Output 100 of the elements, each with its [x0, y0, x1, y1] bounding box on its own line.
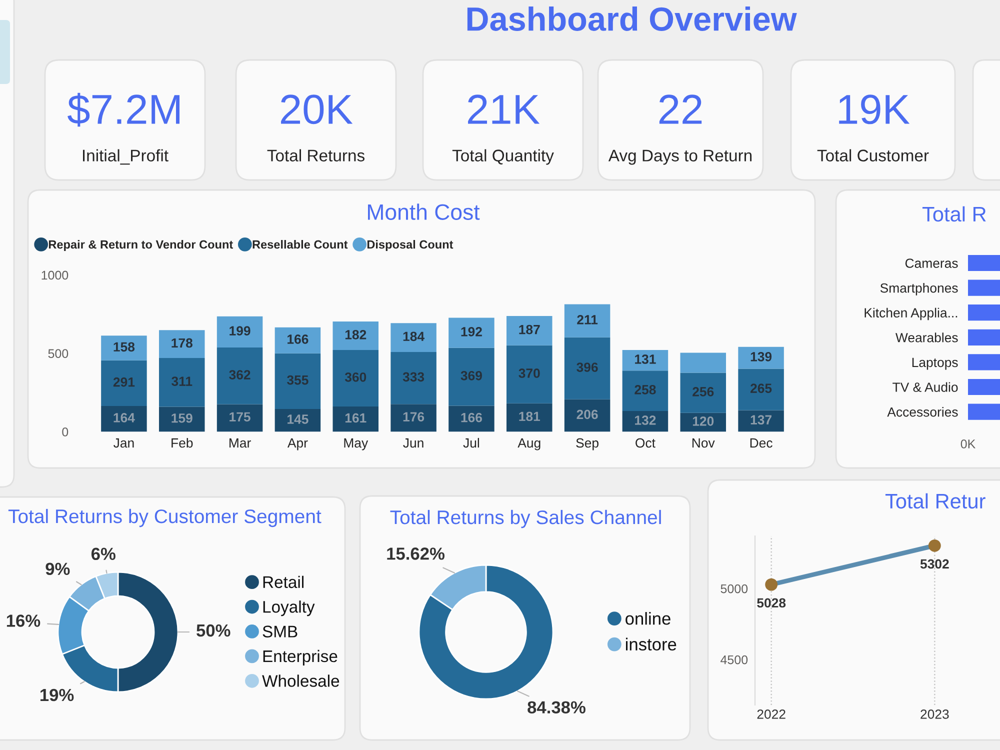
data-label: 178: [172, 338, 192, 348]
chart-title: Total Retur: [885, 493, 986, 509]
data-label: 139: [750, 352, 772, 362]
bar: [274, 327, 321, 354]
x-tick-label: Nov: [692, 438, 715, 448]
data-label: 360: [344, 372, 366, 382]
bar: [448, 318, 494, 348]
bar: [216, 316, 263, 348]
legend-label: SMB: [262, 626, 298, 638]
data-label: 175: [230, 412, 250, 422]
data-label: 258: [634, 385, 656, 394]
data-label: 6%: [91, 548, 116, 560]
data-label: 159: [172, 413, 192, 423]
data-label: 256: [692, 387, 714, 396]
x-tick-label: Jul: [463, 438, 480, 448]
bar: [738, 368, 784, 410]
x-tick-label: 2022: [757, 710, 786, 719]
bar: [564, 337, 610, 400]
bar: [274, 353, 321, 409]
data-label: 187: [519, 324, 540, 334]
category-label: Total Quantity: [452, 149, 554, 165]
category-label: Avg Days to Return: [608, 150, 752, 165]
x-tick-label: Oct: [636, 438, 656, 448]
legend-label: Loyalty: [263, 600, 315, 616]
data-label: 158: [114, 342, 135, 352]
data-label: 176: [403, 412, 424, 422]
bar: [506, 403, 552, 432]
data-label: 211: [577, 315, 598, 324]
legend-label: online: [626, 612, 670, 625]
bar: [680, 372, 726, 413]
y-tick-label: 1000: [42, 270, 68, 280]
data-label: 362: [229, 370, 250, 380]
bar: [680, 352, 726, 373]
data-label: 182: [345, 330, 366, 340]
category-label: Total Customer: [817, 149, 929, 162]
data-label: 192: [461, 327, 482, 336]
x-tick-label: Mar: [230, 438, 251, 448]
legend-label: Retail: [263, 576, 304, 588]
y-tick-label: Wearables: [896, 332, 958, 342]
bar: [332, 350, 378, 406]
x-tick-label: Jan: [114, 438, 134, 448]
data-label: 5302: [920, 559, 949, 569]
bar: [390, 323, 436, 352]
x-tick-label: 2023: [920, 710, 949, 719]
y-tick-label: Smartphones: [880, 283, 958, 296]
y-tick-label: Laptops: [912, 358, 958, 370]
legend-label: Resellable Count: [252, 240, 348, 249]
data-label: 132: [635, 416, 656, 425]
data-label: 291: [113, 377, 135, 387]
chart-title: Total Returns by Customer Segment: [8, 508, 322, 528]
text: 19K: [839, 94, 910, 124]
legend-label: instore: [626, 638, 676, 651]
data-label: 50%: [196, 624, 230, 637]
x-tick-label: Feb: [172, 438, 193, 448]
data-label: 166: [288, 334, 308, 344]
bar: [159, 406, 205, 432]
bar: [738, 410, 784, 432]
y-tick-label: 4500: [720, 655, 748, 664]
text: $7.2M: [68, 92, 180, 127]
x-tick-label: Jun: [403, 438, 424, 448]
legend-label: Enterprise: [263, 650, 338, 666]
bar: [101, 336, 147, 360]
data-label: 199: [230, 326, 250, 336]
bar: [448, 348, 494, 406]
text: 21K: [468, 94, 540, 124]
legend-label: Disposal Count: [367, 240, 454, 251]
data-label: 137: [750, 415, 772, 425]
y-tick-label: Kitchen Applia...: [864, 308, 958, 320]
bar: [332, 322, 378, 350]
chart-title: Month Cost: [368, 204, 480, 220]
y-tick-label: TV & Audio: [892, 382, 958, 392]
x-tick-label: Apr: [287, 438, 308, 450]
legend-label: Repair & Return to Vendor Count: [48, 240, 233, 251]
bar: [564, 399, 610, 432]
bar: [101, 360, 147, 406]
data-label: 161: [345, 413, 366, 423]
y-tick-label: 500: [48, 349, 68, 358]
bar: [564, 304, 610, 338]
data-label: 181: [519, 412, 540, 422]
bar: [216, 404, 263, 432]
y-tick-label: Accessories: [887, 407, 958, 417]
data-label: 370: [518, 368, 540, 378]
bar: [506, 316, 552, 346]
bar: [390, 352, 436, 404]
bar: [216, 348, 263, 404]
data-label: 184: [403, 332, 424, 342]
bar: [622, 370, 668, 412]
x-tick-label: Sep: [576, 438, 598, 450]
data-label: 145: [288, 414, 308, 424]
x-tick-label: May: [344, 438, 368, 450]
data-label: 311: [172, 376, 192, 386]
data-label: 265: [750, 384, 772, 394]
bar: [738, 346, 784, 369]
bar: [506, 345, 552, 404]
data-label: 19%: [40, 688, 74, 702]
bar: [622, 350, 668, 371]
y-tick-label: 0: [62, 428, 68, 436]
bar: [159, 330, 205, 358]
legend-label: Wholesale: [262, 674, 340, 687]
donut-slice: [418, 564, 554, 700]
